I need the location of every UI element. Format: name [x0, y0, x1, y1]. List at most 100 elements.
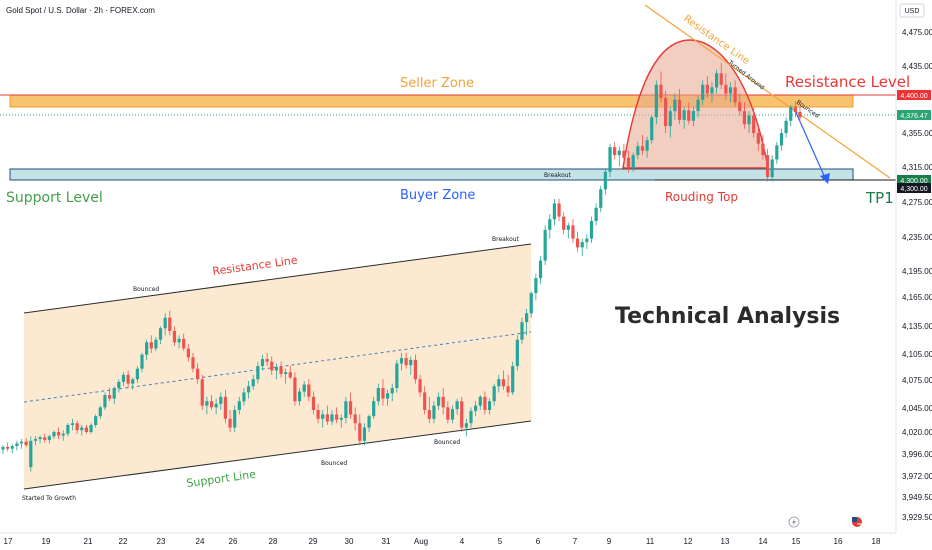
- candle: [242, 388, 246, 406]
- candle: [395, 359, 399, 393]
- candle: [543, 225, 547, 265]
- candle: [562, 212, 566, 235]
- candle: [182, 333, 186, 352]
- candle: [511, 361, 515, 396]
- support-level-label: Support Level: [6, 190, 103, 206]
- candle: [626, 150, 631, 173]
- channel-resistance-label: Resistance Line: [212, 254, 299, 278]
- x-tick-label: 9: [607, 537, 612, 546]
- candle: [677, 89, 682, 125]
- x-tick-label: 26: [229, 537, 238, 546]
- x-tick-label: 24: [196, 537, 205, 546]
- candle: [599, 185, 603, 213]
- candle: [307, 379, 311, 402]
- candle: [57, 427, 61, 440]
- tp1-label: TP1: [865, 189, 894, 207]
- candle: [497, 374, 501, 393]
- candle: [441, 388, 445, 415]
- resistance-level-label: Resistance Level: [785, 73, 910, 91]
- bounced-bottom-label-1: Bounced: [321, 460, 347, 467]
- candle: [335, 407, 339, 424]
- x-tick-label: 13: [721, 537, 730, 546]
- candle: [1, 445, 5, 454]
- candle: [191, 352, 195, 373]
- candle: [260, 354, 265, 371]
- x-tick-label: 19: [42, 537, 51, 546]
- y-tick-labels: 4,475.00 4,435.00 4,355.00 4,315.00 4,275.00…: [902, 28, 932, 522]
- candle: [15, 440, 19, 451]
- candle: [80, 424, 84, 436]
- candle: [506, 374, 510, 397]
- candle: [385, 389, 390, 406]
- candle: [265, 352, 269, 367]
- candle: [358, 414, 362, 446]
- price-label: 4,376.47: [897, 110, 931, 120]
- x-tick-label: 29: [309, 537, 318, 546]
- x-tick-label: 31: [382, 537, 391, 546]
- candle: [233, 405, 237, 432]
- candle: [701, 80, 705, 105]
- candle: [733, 80, 737, 107]
- candle: [460, 396, 464, 432]
- candle: [163, 313, 167, 336]
- rounding-top-arc: [622, 39, 769, 169]
- candle: [455, 398, 459, 415]
- y-tick-label: 4,135.00: [902, 322, 932, 331]
- y-tick-label: 3,996.00: [902, 450, 932, 459]
- candle: [135, 366, 139, 383]
- candle: [650, 115, 654, 144]
- us-flag-icon[interactable]: [852, 517, 862, 527]
- x-tick-label: 14: [759, 537, 768, 546]
- candle: [107, 388, 112, 402]
- candle: [311, 391, 316, 415]
- candle: [325, 405, 329, 425]
- candle: [140, 352, 144, 373]
- y-tick-label: 4,275.00: [902, 198, 932, 207]
- candle: [589, 216, 594, 243]
- candle: [186, 344, 190, 362]
- descending-resistance-line: [644, 4, 891, 179]
- candle: [66, 423, 70, 437]
- x-tick-label: 17: [4, 537, 13, 546]
- x-tick-labels: 17 19 21 22 23 24 26 28 29 30 31 Aug 4 5 6 7 9 11 12 13 14 15…: [4, 537, 881, 546]
- candle: [348, 392, 353, 419]
- price-label: 4,300.00: [897, 183, 931, 193]
- seller-zone-label: Seller Zone: [400, 76, 474, 91]
- x-tick-label: 28: [269, 537, 278, 546]
- candle: [399, 352, 404, 371]
- candle: [390, 383, 394, 402]
- x-tick-label: 12: [684, 537, 693, 546]
- candle: [344, 396, 348, 424]
- candle: [798, 106, 802, 123]
- currency-button-label[interactable]: USD: [905, 8, 920, 15]
- candle: [752, 108, 756, 138]
- candle: [316, 403, 320, 424]
- currency-button[interactable]: USD: [899, 3, 925, 18]
- candle: [84, 424, 89, 434]
- candle: [432, 401, 436, 424]
- candle: [691, 106, 696, 127]
- candle: [228, 410, 232, 432]
- candle: [446, 401, 450, 424]
- y-tick-label: 4,075.00: [902, 376, 932, 385]
- candle: [200, 374, 204, 411]
- candle: [103, 392, 107, 411]
- candle: [121, 372, 126, 387]
- candle: [237, 396, 241, 415]
- y-tick-label: 4,105.00: [902, 350, 932, 359]
- candle: [557, 199, 561, 222]
- breakout-label-1: Breakout: [544, 172, 572, 179]
- y-tick-label: 3,949.50: [902, 493, 932, 502]
- candle: [538, 256, 543, 285]
- candle: [770, 155, 774, 182]
- candle: [640, 134, 645, 156]
- candle: [492, 383, 496, 406]
- x-tick-label: 23: [157, 537, 166, 546]
- x-tick-label: 15: [792, 537, 801, 546]
- lightning-icon[interactable]: [788, 516, 800, 528]
- breakout-label-2: Breakout: [492, 236, 520, 243]
- candle: [742, 102, 746, 129]
- candle: [687, 102, 691, 125]
- candle: [520, 317, 524, 345]
